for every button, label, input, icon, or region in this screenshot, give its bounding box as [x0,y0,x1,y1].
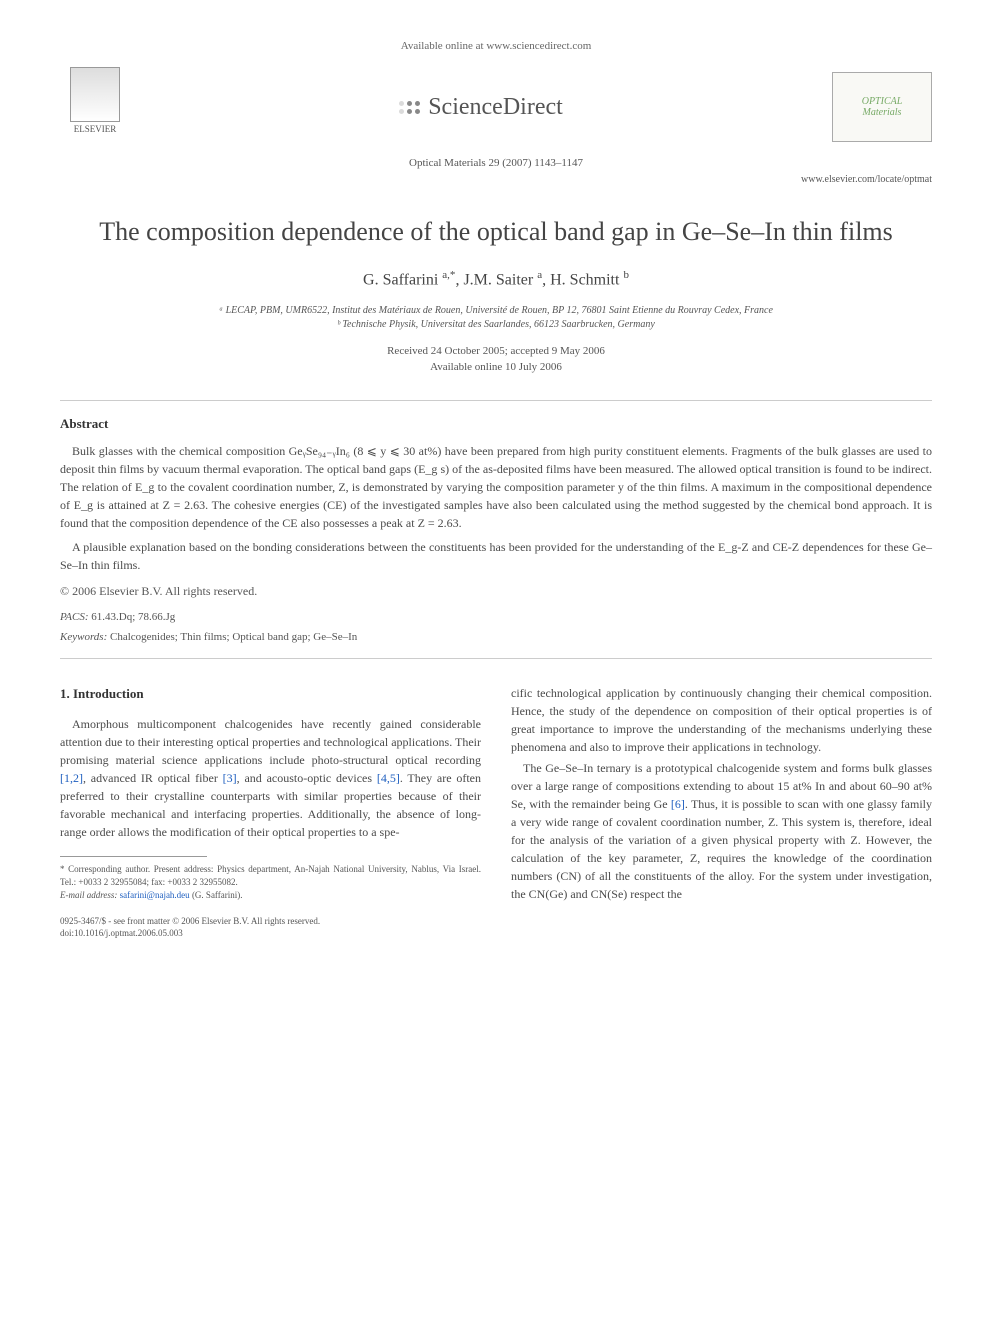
intro-text-3: , and acousto-optic devices [237,771,377,785]
keywords-value: Chalcogenides; Thin films; Optical band … [110,631,357,643]
pacs-label: PACS: [60,611,89,623]
doi: doi:10.1016/j.optmat.2006.05.003 [60,928,481,940]
abstract-p2: A plausible explanation based on the bon… [60,538,932,574]
article-title: The composition dependence of the optica… [60,215,932,249]
abstract-heading: Abstract [60,416,932,432]
received-accepted: Received 24 October 2005; accepted 9 May… [60,344,932,359]
affiliation-a: ᵃ LECAP, PBM, UMR6522, Institut des Maté… [60,304,932,318]
available-online-date: Available online 10 July 2006 [60,360,932,375]
author-email-link[interactable]: safarini@najah.deu [120,890,190,900]
abstract-body: Bulk glasses with the chemical compositi… [60,442,932,574]
elsevier-tree-icon [70,67,120,122]
abstract-copyright: © 2006 Elsevier B.V. All rights reserved… [60,584,932,599]
citation-link[interactable]: [1,2] [60,771,83,785]
header-logo-row: ELSEVIER ScienceDirect OPTICAL Materials [60,67,932,147]
journal-cover-icon: OPTICAL Materials [832,72,932,142]
corresponding-author-footnote: * Corresponding author. Present address:… [60,863,481,901]
right-column: cific technological application by conti… [511,684,932,940]
intro-p1: Amorphous multicomponent chalcogenides h… [60,715,481,841]
sciencedirect-logo: ScienceDirect [399,94,563,121]
available-online-text: Available online at www.sciencedirect.co… [60,40,932,52]
journal-url: www.elsevier.com/locate/optmat [60,174,932,185]
keywords-label: Keywords: [60,631,107,643]
citation-link[interactable]: [3] [223,771,237,785]
left-column: 1. Introduction Amorphous multicomponent… [60,684,481,940]
email-author-name: (G. Saffarini). [192,890,243,900]
footnote-email-line: E-mail address: safarini@najah.deu (G. S… [60,889,481,902]
elsevier-logo: ELSEVIER [60,67,130,147]
intro-p1-cont: cific technological application by conti… [511,684,932,756]
pacs-line: PACS: 61.43.Dq; 78.66.Jg [60,611,932,623]
email-label: E-mail address: [60,890,117,900]
footer-block: 0925-3467/$ - see front matter © 2006 El… [60,916,481,939]
affiliations-block: ᵃ LECAP, PBM, UMR6522, Institut des Maté… [60,304,932,332]
elsevier-label: ELSEVIER [74,124,117,134]
intro-p2-text-2: . Thus, it is possible to scan with one … [511,797,932,901]
sciencedirect-dots-icon [399,101,420,114]
introduction-heading: 1. Introduction [60,684,481,704]
sciencedirect-label: ScienceDirect [428,94,563,121]
footnote-corresponding: * Corresponding author. Present address:… [60,863,481,888]
intro-p2: The Ge–Se–In ternary is a prototypical c… [511,759,932,903]
divider [60,400,932,401]
journal-cover-line2: Materials [863,107,902,118]
abstract-p1: Bulk glasses with the chemical compositi… [60,442,932,532]
issn-copyright: 0925-3467/$ - see front matter © 2006 El… [60,916,481,928]
keywords-line: Keywords: Chalcogenides; Thin films; Opt… [60,631,932,643]
footnote-separator [60,856,207,857]
authors-line: G. Saffarini a,*, J.M. Saiter a, H. Schm… [60,269,932,289]
journal-cover-line1: OPTICAL [862,96,903,107]
divider [60,658,932,659]
intro-text-2: , advanced IR optical fiber [83,771,223,785]
journal-reference: Optical Materials 29 (2007) 1143–1147 [60,157,932,169]
pacs-value: 61.43.Dq; 78.66.Jg [91,611,175,623]
citation-link[interactable]: [4,5] [377,771,400,785]
body-columns: 1. Introduction Amorphous multicomponent… [60,684,932,940]
affiliation-b: ᵇ Technische Physik, Universitat des Saa… [60,318,932,332]
citation-link[interactable]: [6] [671,797,685,811]
intro-text-1: Amorphous multicomponent chalcogenides h… [60,717,481,767]
dates-block: Received 24 October 2005; accepted 9 May… [60,344,932,375]
